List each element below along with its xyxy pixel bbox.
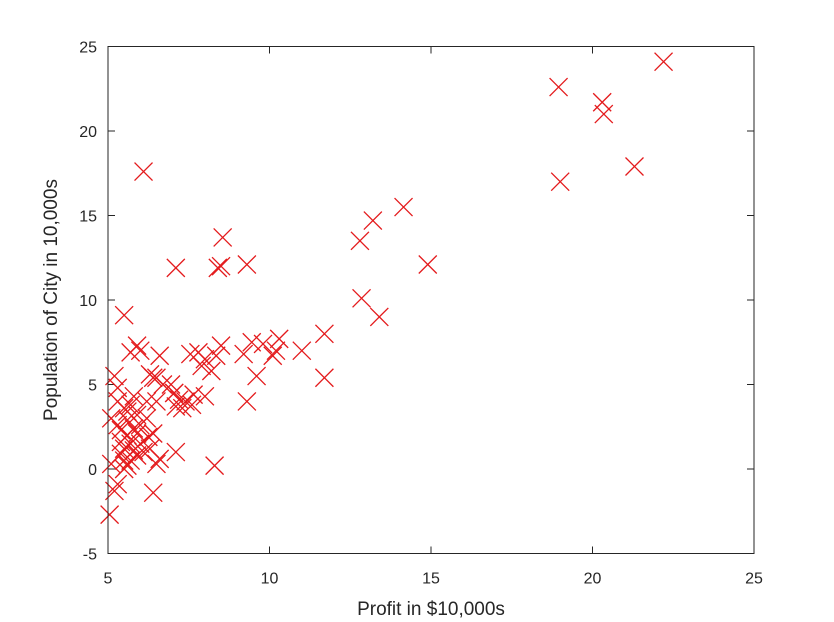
data-points [100, 52, 674, 525]
data-point [625, 157, 644, 176]
data-point [247, 366, 267, 386]
data-point [253, 334, 273, 354]
data-point [166, 442, 186, 462]
y-tick-label: 5 [88, 378, 97, 395]
data-point [314, 368, 334, 388]
data-point [166, 397, 186, 416]
data-point [237, 255, 257, 274]
data-point [172, 398, 192, 418]
data-point [146, 391, 166, 411]
axis-ticks [107, 46, 755, 554]
data-point [205, 456, 225, 476]
data-point [127, 405, 147, 425]
data-point [211, 336, 231, 356]
data-point [150, 346, 170, 366]
data-point [108, 474, 128, 494]
x-tick-labels: 5 10 15 20 25 [104, 571, 763, 588]
data-point [266, 341, 286, 361]
data-point [143, 424, 163, 443]
data-point [140, 364, 160, 384]
data-point [130, 341, 150, 361]
data-point [234, 344, 254, 364]
data-point [314, 324, 334, 344]
data-point [182, 395, 202, 415]
data-point [161, 375, 181, 394]
data-point [121, 395, 141, 415]
y-tick-label: 15 [79, 209, 97, 226]
data-point [208, 258, 228, 278]
data-point [121, 451, 141, 471]
data-point [101, 454, 121, 474]
x-tick-label: 15 [422, 571, 440, 588]
data-point [418, 255, 438, 274]
data-point [108, 378, 128, 398]
x-tick-label: 25 [745, 571, 763, 588]
data-point [350, 231, 370, 251]
data-point [201, 361, 221, 381]
data-point [146, 368, 166, 388]
data-point [137, 391, 157, 411]
y-axis-title: Population of City in 10,000s [41, 179, 62, 421]
data-point [242, 332, 262, 352]
data-point [269, 329, 289, 349]
data-point [549, 77, 569, 97]
data-point [130, 415, 150, 435]
x-tick-label: 20 [584, 571, 602, 588]
data-point [592, 92, 612, 112]
data-point [143, 483, 163, 503]
data-point [117, 410, 137, 430]
data-point [146, 454, 166, 474]
data-point [192, 356, 212, 376]
x-tick-label: 10 [261, 571, 279, 588]
y-tick-labels: -5 0 5 10 15 20 25 [79, 40, 97, 564]
x-tick-label: 5 [104, 571, 113, 588]
data-point [188, 342, 208, 362]
data-point [134, 442, 153, 462]
data-point [369, 307, 389, 327]
data-point [166, 258, 186, 278]
data-point [237, 391, 257, 411]
y-tick-label: 20 [79, 124, 97, 141]
data-point [100, 505, 120, 525]
y-tick-label: -5 [83, 547, 97, 564]
data-point [138, 427, 158, 447]
data-point [292, 341, 312, 361]
data-point [363, 211, 383, 231]
data-point [394, 197, 414, 217]
data-point [111, 432, 131, 452]
data-point [352, 288, 372, 308]
data-point [263, 346, 283, 366]
data-point [654, 52, 674, 72]
data-point [211, 256, 231, 276]
data-point [114, 305, 134, 325]
plot-frame [107, 46, 755, 554]
data-point [140, 439, 160, 459]
data-point [124, 386, 144, 406]
data-point [121, 342, 141, 362]
data-point [594, 104, 614, 124]
data-point [114, 459, 134, 479]
data-point [213, 228, 233, 247]
data-point [134, 162, 153, 182]
x-axis-title: Profit in $10,000s [357, 599, 505, 620]
data-point [176, 391, 195, 411]
y-tick-label: 10 [79, 293, 97, 310]
data-point [195, 386, 215, 406]
data-point [550, 172, 570, 192]
y-tick-label: 25 [79, 40, 97, 57]
y-tick-label: 0 [88, 462, 97, 479]
data-point [206, 346, 226, 366]
